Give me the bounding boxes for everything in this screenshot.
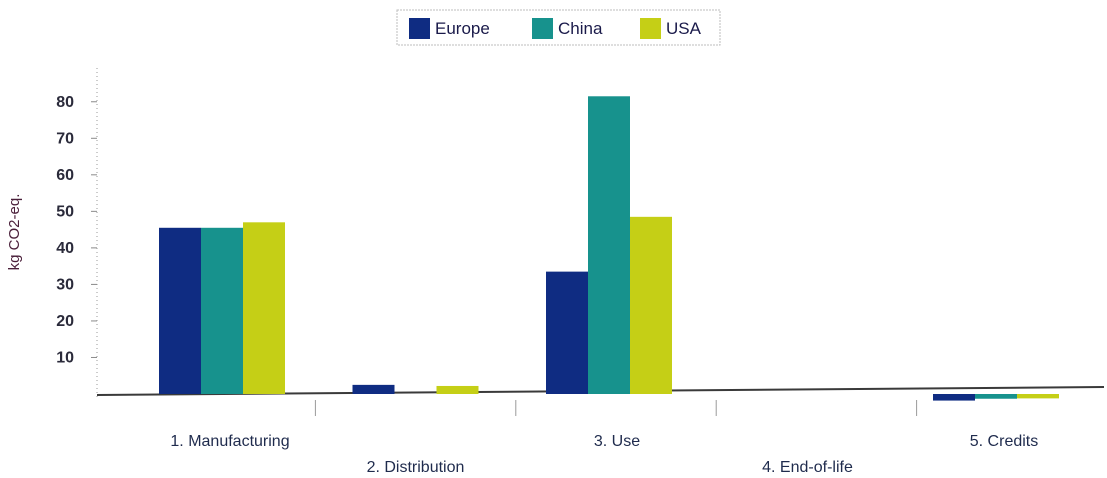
bar-china-5-credits xyxy=(975,394,1017,399)
bar-usa-3-use xyxy=(630,216,672,394)
legend-box xyxy=(396,9,721,46)
legend-label-europe: Europe xyxy=(435,19,490,38)
bars-group xyxy=(159,96,1059,401)
bar-europe-3-use xyxy=(546,271,588,394)
y-tick-label: 70 xyxy=(56,130,74,147)
y-tick-label: 30 xyxy=(56,276,74,293)
y-tick-label: 50 xyxy=(56,203,74,220)
bar-usa-5-credits xyxy=(1017,394,1059,399)
bar-china-1-manufacturing xyxy=(201,227,243,394)
y-tick-label: 10 xyxy=(56,349,74,366)
legend-label-usa: USA xyxy=(666,19,702,38)
x-category-label-5-credits: 5. Credits xyxy=(970,433,1038,450)
y-tick-label: 60 xyxy=(56,167,74,184)
legend-label-china: China xyxy=(558,19,603,38)
bar-europe-5-credits xyxy=(933,394,975,401)
legend-swatch-china xyxy=(532,18,553,39)
y-tick-label: 20 xyxy=(56,313,74,330)
bar-usa-1-manufacturing xyxy=(243,222,285,394)
x-category-label-2-distribution: 2. Distribution xyxy=(367,459,465,476)
x-category-label-4-end-of-life: 4. End-of-life xyxy=(762,459,853,476)
bar-europe-1-manufacturing xyxy=(159,227,201,394)
bar-usa-2-distribution xyxy=(436,385,479,394)
y-axis: 10 20 30 40 50 60 70 80 kg CO2-eq. xyxy=(6,68,98,400)
legend: Europe China USA xyxy=(396,9,721,46)
legend-item-china: China xyxy=(532,18,603,39)
legend-swatch-europe xyxy=(409,18,430,39)
legend-item-europe: Europe xyxy=(409,18,490,39)
x-category-label-1-manufacturing: 1. Manufacturing xyxy=(170,433,289,450)
legend-item-usa: USA xyxy=(640,18,702,39)
bar-europe-2-distribution xyxy=(352,384,395,394)
bar-china-3-use xyxy=(588,96,630,394)
y-axis-title: kg CO2-eq. xyxy=(6,194,23,271)
y-tick-label: 40 xyxy=(56,240,74,257)
legend-swatch-usa xyxy=(640,18,661,39)
x-category-label-3-use: 3. Use xyxy=(594,433,640,450)
y-tick-label: 80 xyxy=(56,94,74,111)
